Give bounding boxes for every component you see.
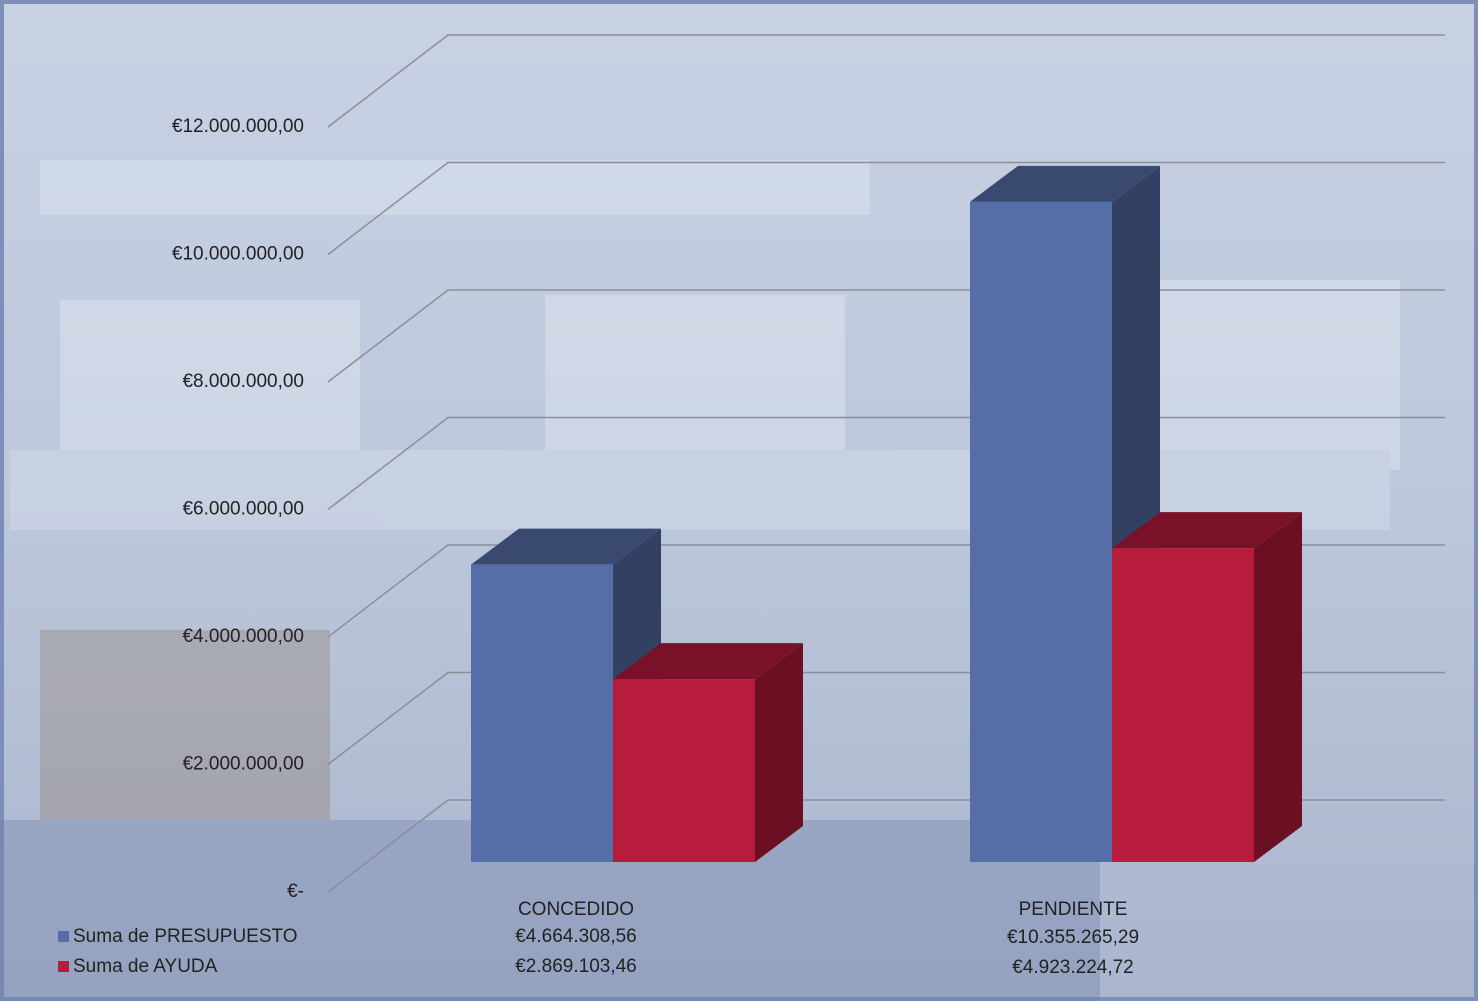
y-tick-label: €2.000.000,00 xyxy=(182,754,304,775)
y-tick-label: €10.000.000,00 xyxy=(172,244,304,265)
bar xyxy=(471,564,613,862)
legend-label: Suma de PRESUPUESTO xyxy=(73,926,298,947)
bar-side xyxy=(755,643,803,862)
background-building xyxy=(0,160,1400,1001)
value-label: €2.869.103,46 xyxy=(515,956,637,977)
bar xyxy=(970,201,1112,863)
legend-swatch xyxy=(58,961,69,972)
bar xyxy=(613,679,755,862)
grid-line xyxy=(327,161,1445,256)
y-tick-label: €6.000.000,00 xyxy=(182,499,304,520)
y-tick-label: €12.000.000,00 xyxy=(172,116,304,137)
bar-top xyxy=(970,165,1160,202)
value-label: €4.923.224,72 xyxy=(1012,957,1134,978)
bar xyxy=(1112,548,1254,862)
y-tick-label: €8.000.000,00 xyxy=(182,371,304,392)
legend-swatch xyxy=(58,931,69,942)
bar-top xyxy=(1112,512,1302,549)
grid-line xyxy=(327,34,1445,128)
legend-label: Suma de AYUDA xyxy=(73,956,218,977)
value-label: €4.664.308,56 xyxy=(515,926,637,947)
y-tick-label: €4.000.000,00 xyxy=(182,626,304,647)
category-label: CONCEDIDO xyxy=(518,899,634,920)
value-label: €10.355.265,29 xyxy=(1007,927,1139,948)
bar-side xyxy=(1254,512,1302,862)
y-tick-label: €- xyxy=(287,881,304,902)
bar-top xyxy=(613,643,803,680)
bar-top xyxy=(471,528,661,565)
category-label: PENDIENTE xyxy=(1019,899,1128,920)
